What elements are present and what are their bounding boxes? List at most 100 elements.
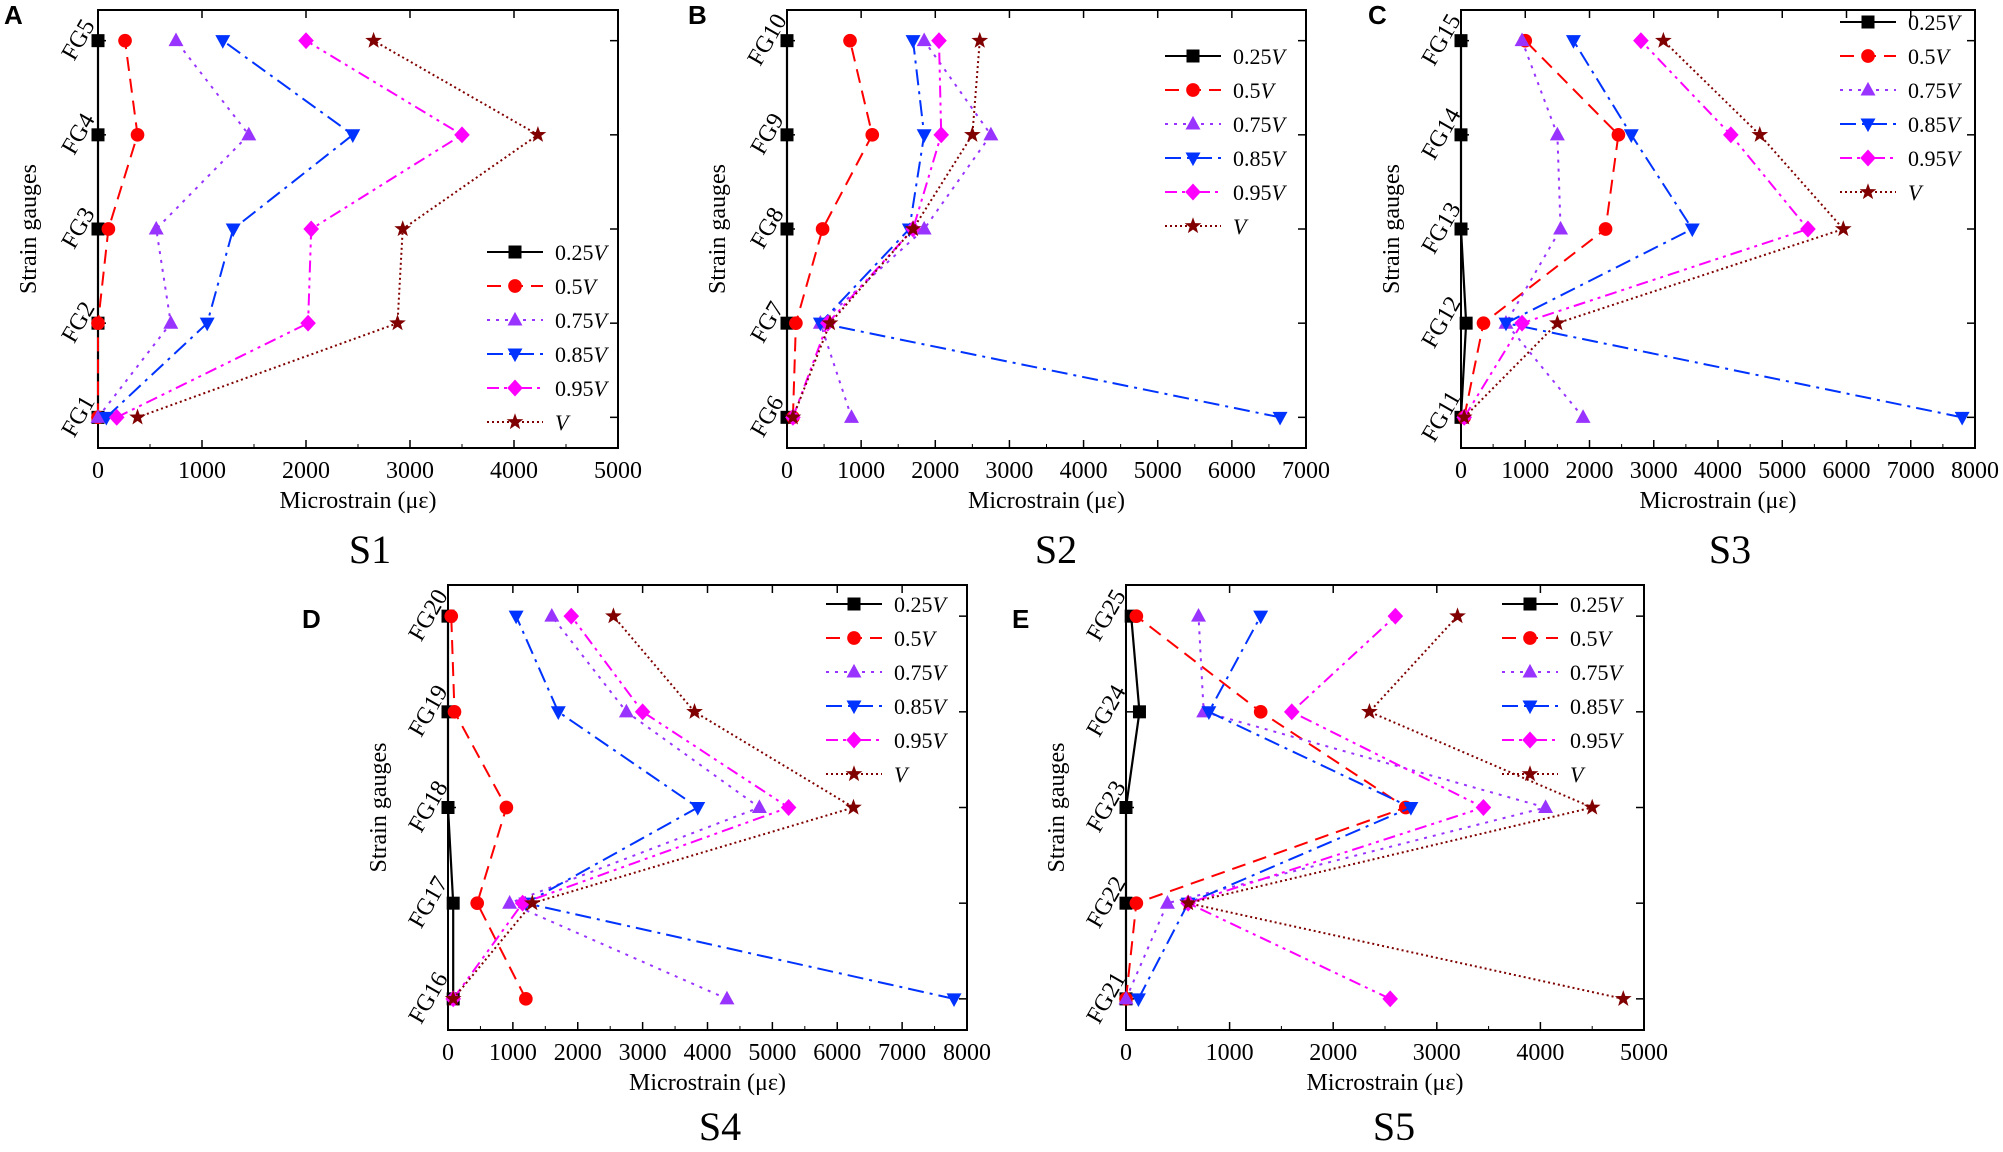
data-point-s075 — [163, 315, 179, 329]
data-point-s085 — [1130, 993, 1146, 1007]
x-tick-label: 0 — [1455, 458, 1467, 484]
x-tick-label: 0 — [781, 458, 793, 484]
x-tick-label: 6000 — [1823, 458, 1871, 484]
data-point-s085 — [690, 801, 706, 816]
legend-marker-s075 — [507, 311, 523, 326]
data-point-s075 — [544, 608, 560, 622]
data-point-sV — [686, 703, 703, 719]
series-line-s095 — [1185, 615, 1487, 1000]
data-point-sV — [529, 126, 547, 142]
data-point-sV — [1583, 798, 1601, 815]
data-point-sV — [1834, 220, 1852, 237]
data-point-s085 — [98, 411, 114, 426]
data-point-s085 — [1272, 411, 1288, 426]
data-point-s095 — [1387, 607, 1404, 625]
legend-marker-s085 — [1185, 152, 1201, 167]
data-point-s095 — [108, 408, 125, 426]
x-tick-label: 2000 — [554, 1040, 602, 1066]
data-point-sV — [1455, 408, 1473, 425]
data-point-s05 — [470, 896, 485, 910]
panel-letter: A — [4, 0, 23, 30]
data-point-s05 — [444, 609, 459, 623]
legend-label-s05: 0.5V — [555, 274, 599, 299]
x-axis-label: Microstrain (με) — [1307, 1070, 1464, 1096]
data-point-s05 — [1129, 609, 1144, 623]
legend-marker-s025 — [847, 597, 861, 611]
x-tick-label: 5000 — [748, 1040, 796, 1066]
data-point-s075 — [844, 409, 859, 423]
x-tick-label: 4000 — [490, 458, 538, 484]
data-point-s025 — [1454, 222, 1468, 236]
series-line-s085 — [1137, 615, 1414, 1000]
data-point-s075 — [916, 32, 932, 47]
data-point-s075 — [1514, 32, 1530, 47]
legend-marker-s075 — [1522, 663, 1538, 678]
series-line-sV — [137, 39, 540, 419]
series-line-s075 — [97, 40, 251, 418]
legend-marker-s025 — [1523, 597, 1537, 611]
data-point-s025 — [1119, 801, 1133, 814]
x-tick-label: 7000 — [1887, 458, 1935, 484]
data-point-s095 — [634, 703, 651, 721]
data-point-s095 — [514, 894, 531, 912]
data-point-s05 — [1129, 896, 1144, 910]
data-point-s095 — [780, 799, 797, 816]
legend-label-s025: 0.25V — [894, 592, 949, 617]
data-point-s025 — [441, 801, 455, 814]
data-point-s025 — [1454, 34, 1468, 48]
y-axis-label: Strain gauges — [705, 164, 731, 294]
data-point-s05 — [101, 222, 116, 236]
x-tick-label: 3000 — [386, 458, 434, 484]
plot-frame — [97, 9, 619, 449]
legend-label-sV: V — [894, 762, 910, 787]
data-point-s095 — [1633, 32, 1649, 50]
y-axis-label: Strain gauges — [1379, 164, 1405, 294]
data-point-s085 — [1201, 706, 1217, 720]
legend-marker-sV — [1859, 183, 1877, 200]
data-point-s075 — [1191, 608, 1206, 622]
y-category-label: FG12 — [1417, 292, 1467, 352]
x-tick-label: 1000 — [178, 458, 226, 484]
data-point-s085 — [215, 35, 231, 49]
x-tick-label: 8000 — [1951, 458, 1999, 484]
data-point-sV — [1614, 990, 1632, 1006]
data-point-s075 — [1118, 990, 1134, 1005]
data-point-s05 — [843, 33, 857, 48]
series-line-s085 — [515, 615, 955, 1000]
panel-letter: B — [688, 0, 707, 30]
x-axis-label: Microstrain (με) — [1640, 488, 1797, 514]
data-point-sV — [821, 314, 839, 331]
data-point-s05 — [789, 316, 803, 330]
data-point-s075 — [148, 220, 164, 235]
data-point-sV — [1449, 607, 1466, 624]
panel-title: S2 — [1035, 527, 1077, 572]
data-point-s085 — [916, 129, 932, 143]
data-point-sV — [394, 220, 412, 237]
data-point-sV — [1655, 31, 1672, 48]
legend: 0.25V 0.5V 0.75V 0.85V 0.95V V — [487, 240, 610, 435]
data-point-s075 — [90, 409, 106, 423]
legend-label-s095: 0.95V — [1908, 146, 1963, 171]
data-point-s025 — [780, 128, 794, 142]
x-tick-label: 0 — [442, 1040, 454, 1066]
series-line-sV — [1463, 39, 1846, 419]
legend-label-s025: 0.25V — [1908, 10, 1963, 35]
x-tick-label: 2000 — [1566, 458, 1614, 484]
legend-label-s085: 0.85V — [1908, 112, 1963, 137]
data-point-s025 — [1119, 896, 1133, 910]
data-point-s075 — [983, 126, 999, 141]
data-point-s085 — [946, 993, 962, 1007]
legend-label-sV: V — [1233, 214, 1249, 239]
x-tick-label: 4000 — [684, 1040, 732, 1066]
legend-marker-s05 — [1186, 83, 1200, 97]
data-point-s075 — [168, 32, 184, 47]
data-point-sV — [1549, 314, 1566, 331]
legend-marker-sV — [506, 413, 524, 430]
series-line-s085 — [105, 39, 355, 419]
data-point-sV — [845, 798, 862, 815]
data-point-s025 — [1459, 316, 1473, 330]
x-tick-label: 3000 — [985, 458, 1033, 484]
data-point-sV — [1179, 894, 1197, 911]
data-point-s05 — [815, 222, 830, 236]
data-point-s085 — [1623, 129, 1639, 143]
